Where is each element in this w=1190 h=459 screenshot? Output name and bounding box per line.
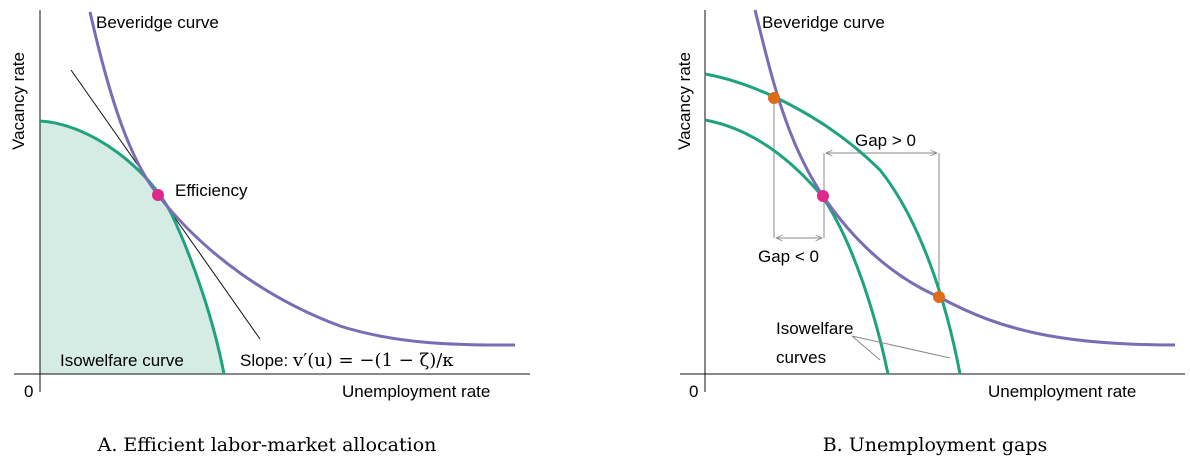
origin-label: 0: [24, 382, 33, 401]
isowelfare-pointer: [851, 335, 881, 361]
gap-point-upper: [768, 92, 780, 104]
isowelfare-region: [40, 121, 224, 374]
efficiency-point: [817, 190, 829, 202]
x-axis-label: Unemployment rate: [342, 382, 490, 401]
y-axis-label: Vacancy rate: [9, 52, 28, 150]
origin-label: 0: [689, 382, 698, 401]
gap-positive-label: Gap > 0: [855, 131, 916, 150]
x-axis-label: Unemployment rate: [988, 382, 1136, 401]
beveridge-label: Beveridge curve: [96, 13, 219, 32]
gap-positive-bracket: [823, 153, 940, 297]
isowelfare-curve-outer: [704, 72, 962, 375]
isowelfare-label: Isowelfare curve: [60, 351, 184, 370]
gap-point-lower: [933, 291, 945, 303]
beveridge-curve: [753, 9, 1176, 347]
isowelfare-pointer: [851, 335, 951, 359]
y-axis-label: Vacancy rate: [675, 52, 694, 150]
slope-label: Slope: v′(u) = −(1 − ζ)/κ: [240, 350, 454, 371]
panel-a-caption: A. Efficient labor-market allocation: [97, 434, 437, 456]
panel-b-caption: B. Unemployment gaps: [823, 434, 1048, 456]
gap-negative-bracket: [773, 98, 825, 238]
isowelfare-label-line1: Isowelfare: [776, 319, 853, 338]
gap-negative-label: Gap < 0: [758, 247, 819, 266]
efficiency-label: Efficiency: [175, 181, 248, 200]
panel-b: Vacancy rate Unemployment rate 0 Beverid…: [675, 9, 1185, 456]
beveridge-curve: [88, 11, 516, 347]
isowelfare-label-line2: curves: [776, 348, 826, 367]
panel-a: Vacancy rate Unemployment rate 0 Beverid…: [9, 10, 530, 456]
beveridge-label: Beveridge curve: [762, 13, 885, 32]
isowelfare-curve: [39, 119, 226, 375]
efficiency-point: [152, 189, 164, 201]
